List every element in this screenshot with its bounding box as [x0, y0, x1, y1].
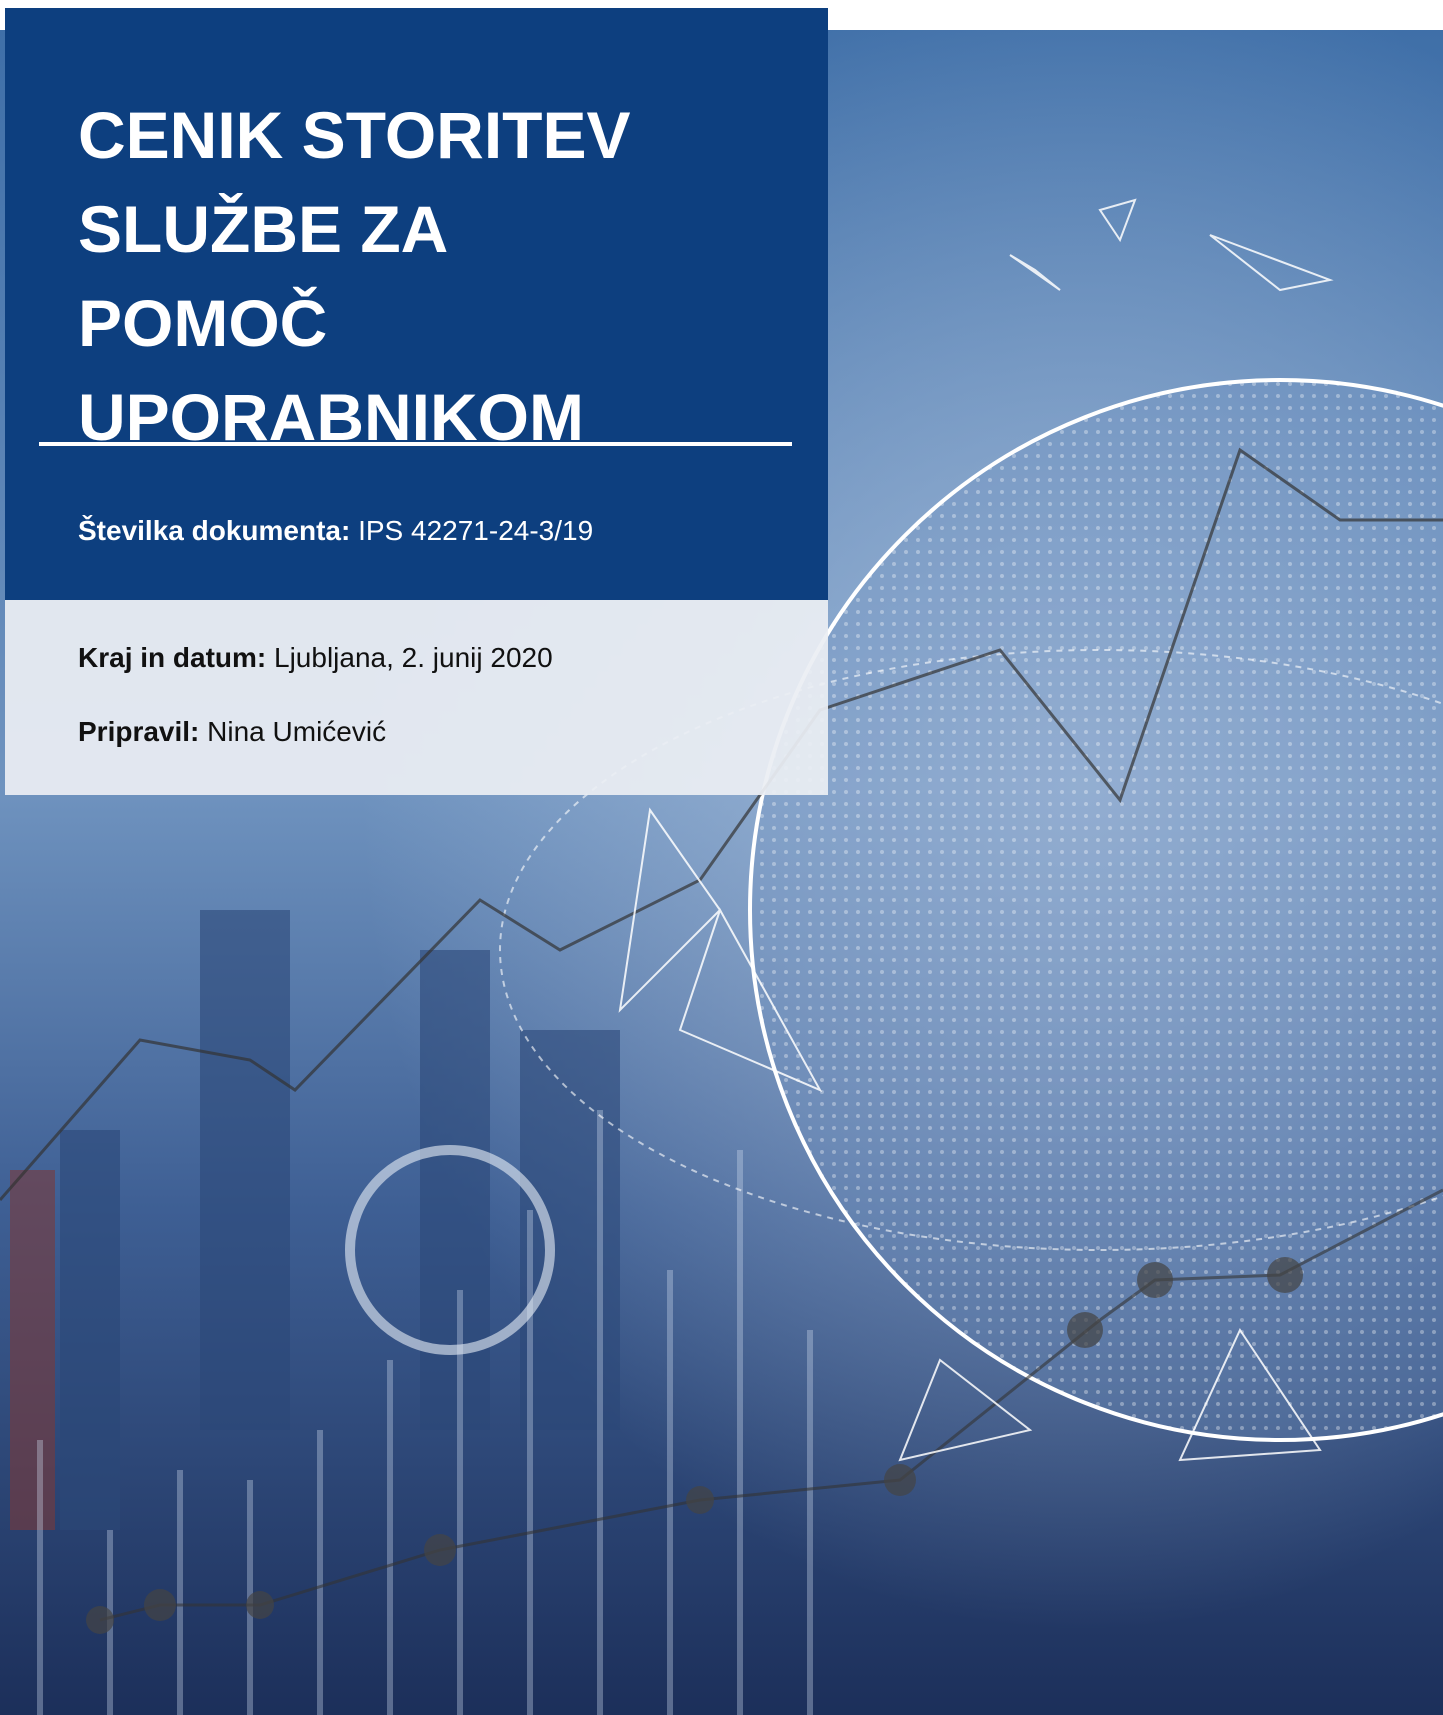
title-line: UPORABNIKOM	[78, 370, 631, 464]
document-title: CENIK STORITEV SLUŽBE ZA POMOČ UPORABNIK…	[78, 88, 631, 464]
field-value: Nina Umićević	[207, 716, 386, 747]
title-line: CENIK STORITEV	[78, 88, 631, 182]
prepared-by: Pripravil: Nina Umićević	[78, 716, 386, 748]
document-page: CENIK STORITEV SLUŽBE ZA POMOČ UPORABNIK…	[0, 0, 1443, 1715]
info-panel	[5, 600, 828, 795]
field-value: IPS 42271-24-3/19	[358, 515, 593, 546]
title-underline	[39, 442, 792, 446]
place-and-date: Kraj in datum: Ljubljana, 2. junij 2020	[78, 642, 553, 674]
field-label: Pripravil:	[78, 716, 199, 747]
field-value: Ljubljana, 2. junij 2020	[274, 642, 553, 673]
field-label: Kraj in datum:	[78, 642, 266, 673]
field-label: Številka dokumenta:	[78, 515, 350, 546]
title-line: POMOČ	[78, 276, 631, 370]
document-number: Številka dokumenta: IPS 42271-24-3/19	[78, 515, 593, 547]
title-line: SLUŽBE ZA	[78, 182, 631, 276]
